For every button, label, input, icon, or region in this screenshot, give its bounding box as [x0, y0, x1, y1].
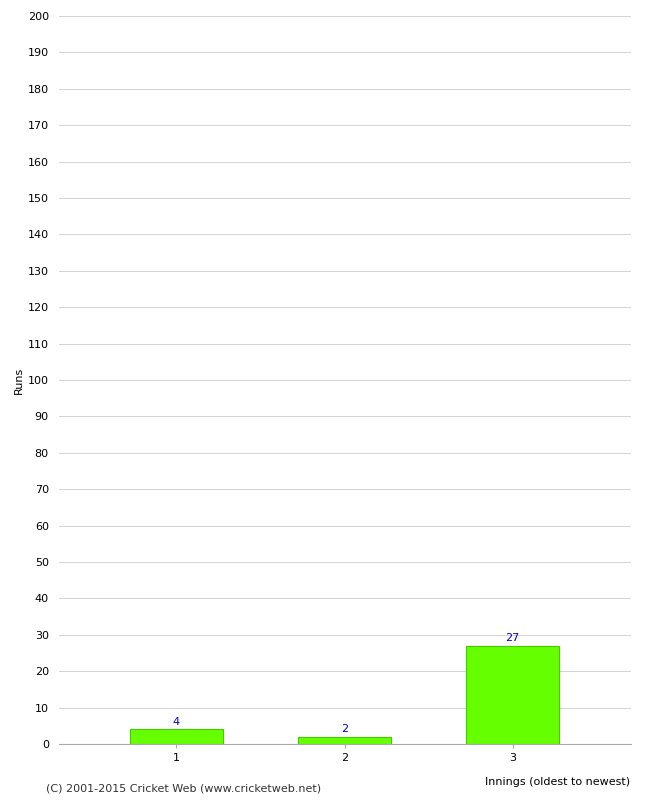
Bar [298, 737, 391, 744]
Y-axis label: Runs: Runs [14, 366, 23, 394]
Text: Innings (oldest to newest): Innings (oldest to newest) [486, 777, 630, 786]
Text: 2: 2 [341, 724, 348, 734]
Text: (C) 2001-2015 Cricket Web (www.cricketweb.net): (C) 2001-2015 Cricket Web (www.cricketwe… [46, 784, 320, 794]
Text: 27: 27 [506, 633, 520, 643]
Bar [130, 730, 222, 744]
Bar [467, 646, 559, 744]
Text: 4: 4 [173, 717, 180, 726]
